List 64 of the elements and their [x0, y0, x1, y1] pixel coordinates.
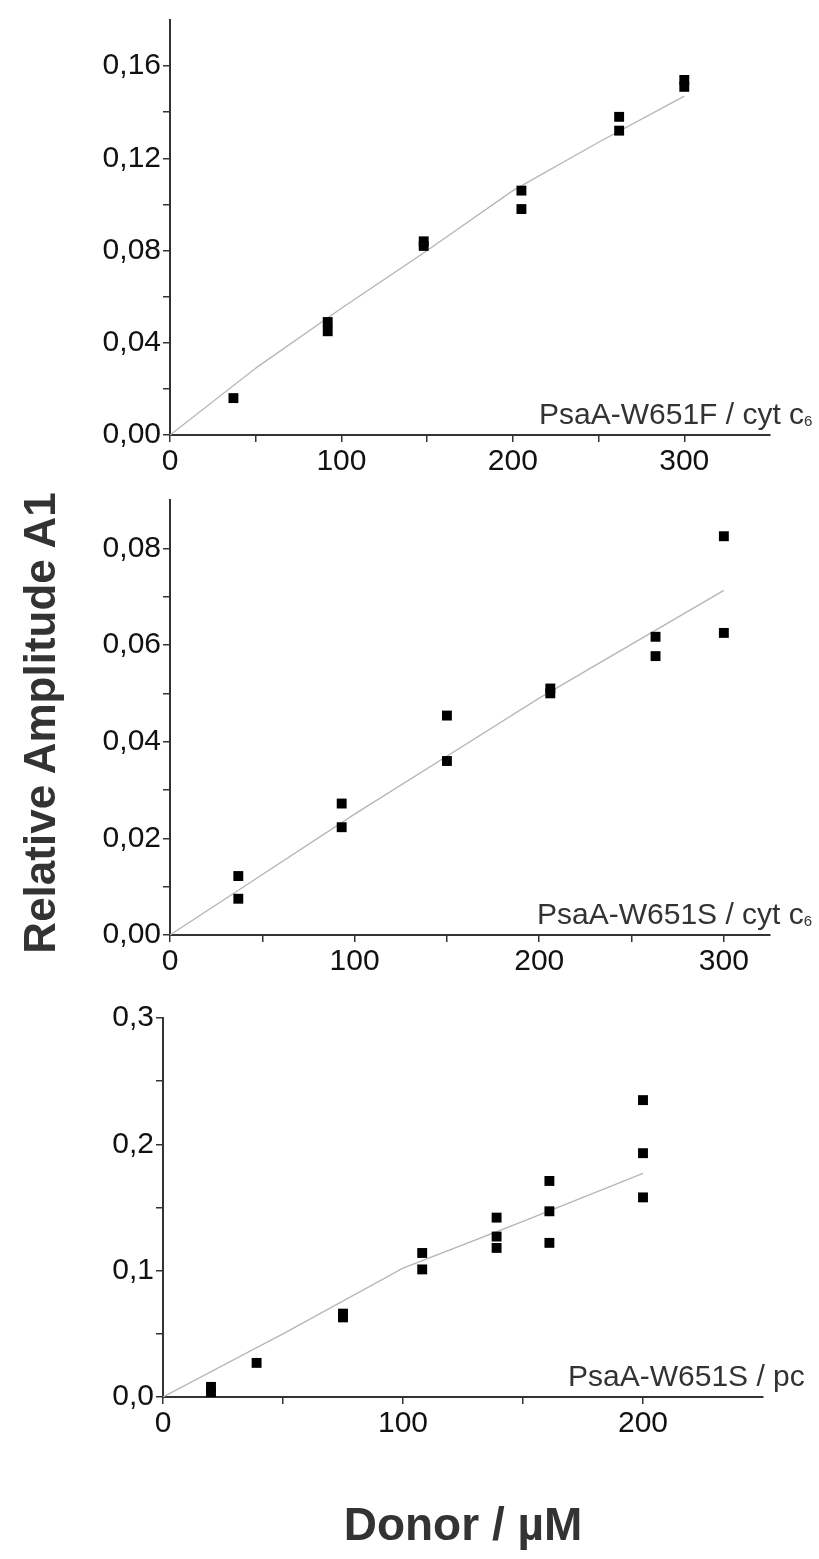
- y-tick-label: 0,2: [112, 1125, 154, 1159]
- point: [233, 893, 244, 904]
- point: [338, 1312, 348, 1323]
- x-tick-label: 300: [659, 443, 710, 477]
- point: [417, 1248, 428, 1258]
- y-tick-label: 0,16: [102, 47, 161, 81]
- x-tick-label: 100: [329, 943, 380, 977]
- point: [545, 688, 556, 699]
- point: [233, 871, 244, 881]
- point: [516, 185, 527, 196]
- y-tick-label: 0,02: [102, 819, 161, 853]
- y-tick-label: 0,04: [102, 722, 161, 756]
- y-tick-label: 0,1: [112, 1251, 154, 1285]
- point: [491, 1231, 502, 1242]
- annotation: PsaA-W651S / pc: [568, 1359, 805, 1392]
- point: [206, 1388, 216, 1397]
- point: [491, 1242, 502, 1253]
- y-axis-title: Relative Amplitude A1: [15, 491, 65, 954]
- point: [638, 1148, 648, 1159]
- point: [336, 822, 347, 833]
- x-axis-title: Donor / µM: [343, 1498, 583, 1551]
- annotation: PsaA-W651S / cyt c$_{6}$: [537, 897, 813, 930]
- x-tick-label: 200: [514, 943, 565, 977]
- point: [417, 1264, 428, 1275]
- point: [491, 1212, 502, 1223]
- point: [544, 1237, 555, 1248]
- point: [650, 631, 661, 642]
- y-tick-label: 0,04: [102, 324, 161, 358]
- y-tick-label: 0,3: [112, 999, 154, 1033]
- point: [322, 326, 333, 337]
- point: [544, 1176, 555, 1186]
- point: [441, 756, 452, 766]
- point: [251, 1357, 262, 1368]
- x-tick-label: 300: [698, 943, 749, 977]
- x-tick-label: 0: [161, 443, 179, 477]
- point: [718, 627, 729, 638]
- point: [650, 651, 661, 662]
- point: [418, 241, 429, 251]
- y-tick-label: 0,12: [102, 139, 161, 173]
- point: [718, 531, 729, 542]
- point: [638, 1095, 648, 1106]
- x-tick-label: 100: [316, 443, 367, 477]
- x-tick-label: 0: [154, 1405, 172, 1439]
- point: [336, 798, 347, 809]
- y-tick-label: 0,00: [102, 416, 161, 450]
- point: [516, 204, 527, 215]
- point: [322, 317, 333, 327]
- y-tick-label: 0,08: [102, 231, 161, 265]
- x-tick-label: 0: [161, 943, 179, 977]
- y-tick-label: 0,08: [102, 529, 161, 563]
- point: [614, 111, 625, 122]
- point: [228, 393, 239, 404]
- point: [614, 125, 625, 136]
- y-tick-label: 0,0: [112, 1378, 154, 1412]
- x-tick-label: 200: [487, 443, 538, 477]
- y-tick-label: 0,06: [102, 626, 161, 660]
- annotation: PsaA-W651F / cyt c$_{6}$: [539, 397, 813, 430]
- x-tick-label: 100: [377, 1405, 429, 1439]
- point: [638, 1192, 648, 1203]
- point: [544, 1206, 555, 1217]
- point: [679, 81, 690, 92]
- y-tick-label: 0,00: [102, 916, 161, 950]
- point: [441, 710, 452, 721]
- x-tick-label: 200: [617, 1405, 669, 1439]
